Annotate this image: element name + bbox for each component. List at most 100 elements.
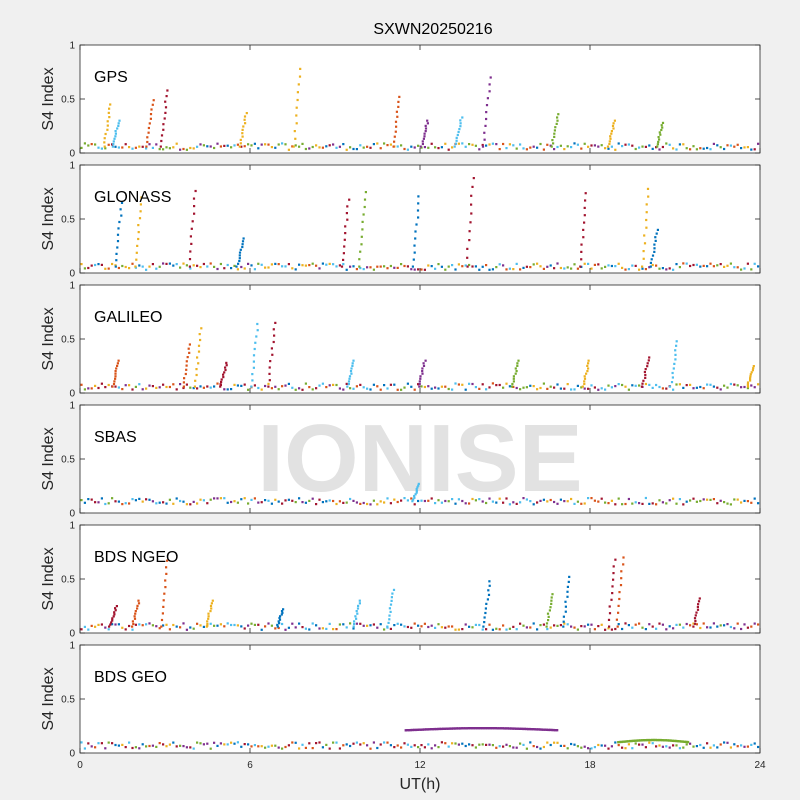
data-point <box>515 262 518 265</box>
data-point <box>427 385 430 388</box>
arc-point <box>620 740 623 744</box>
data-point <box>702 147 705 150</box>
peak-point <box>488 584 491 587</box>
data-point <box>706 742 709 745</box>
arc-point <box>506 727 509 730</box>
data-point <box>389 383 392 386</box>
data-point <box>257 623 260 626</box>
peak-point <box>422 137 425 140</box>
peak-point <box>643 234 646 237</box>
arc-point <box>508 727 511 730</box>
peak-point <box>643 242 647 245</box>
data-point <box>655 383 658 387</box>
data-point <box>471 382 474 386</box>
peak-point <box>296 91 299 94</box>
arc-point <box>419 728 423 731</box>
data-point <box>709 383 712 386</box>
peak-point <box>646 362 649 365</box>
data-point <box>468 382 471 385</box>
data-point <box>284 265 287 268</box>
data-point <box>206 385 209 388</box>
peak-point <box>418 380 421 383</box>
data-point <box>600 267 603 270</box>
data-point <box>189 267 192 270</box>
arc-point <box>479 727 482 730</box>
data-point <box>430 624 433 627</box>
data-point <box>294 501 297 504</box>
data-point <box>247 743 250 746</box>
arc-point <box>532 728 535 731</box>
peak-point <box>238 251 242 254</box>
peak-point <box>515 370 518 373</box>
data-point <box>712 142 715 145</box>
data-point <box>90 387 93 390</box>
peak-point <box>484 611 487 615</box>
peak-point <box>196 356 199 359</box>
data-point <box>274 146 277 149</box>
peak-point <box>356 612 359 615</box>
peak-point <box>612 578 615 581</box>
peak-point <box>660 124 663 127</box>
data-point <box>549 264 552 267</box>
data-point <box>189 746 192 749</box>
data-point <box>90 624 93 627</box>
data-point <box>100 382 103 385</box>
scatter-points <box>80 556 760 631</box>
peak-point <box>147 126 150 130</box>
data-point <box>529 146 532 149</box>
data-point <box>247 502 250 505</box>
data-point <box>614 385 617 388</box>
peak-point <box>182 385 185 388</box>
data-point <box>328 747 331 750</box>
peak-point <box>423 132 426 135</box>
peak-point <box>353 620 356 623</box>
peak-point <box>675 344 678 347</box>
data-point <box>706 626 709 629</box>
peak-point <box>485 602 488 605</box>
data-point <box>699 147 702 150</box>
data-point <box>128 741 131 744</box>
y-axis-label: S4 Index <box>40 547 57 610</box>
data-point <box>644 628 647 631</box>
data-point <box>372 383 375 386</box>
data-point <box>226 263 229 267</box>
data-point <box>107 741 110 744</box>
data-point <box>434 502 437 505</box>
data-point <box>716 502 719 505</box>
arc-point <box>435 727 438 731</box>
data-point <box>471 497 474 501</box>
scatter-points <box>80 67 760 151</box>
data-point <box>464 623 467 626</box>
arc-point <box>460 727 464 730</box>
data-point <box>352 742 355 745</box>
data-point <box>529 384 532 387</box>
data-point <box>372 499 375 502</box>
data-point <box>366 624 369 627</box>
data-point <box>529 626 532 629</box>
data-point <box>83 142 86 145</box>
data-point <box>454 742 457 745</box>
data-point <box>386 144 389 147</box>
peak-point <box>413 494 416 498</box>
data-point <box>250 622 253 625</box>
data-point <box>315 264 318 267</box>
data-point <box>148 384 151 387</box>
peak-point <box>183 377 186 380</box>
peak-point <box>131 620 134 623</box>
peak-point <box>252 360 255 363</box>
data-point <box>587 145 590 148</box>
data-point <box>94 384 97 387</box>
data-point <box>512 746 515 749</box>
data-point <box>328 144 331 147</box>
data-point <box>202 262 205 266</box>
data-point <box>158 742 161 745</box>
arc-point <box>623 740 627 743</box>
data-point <box>692 387 695 390</box>
data-point <box>400 623 403 626</box>
data-point <box>369 747 372 750</box>
arc-point <box>516 727 520 730</box>
data-point <box>512 268 515 271</box>
data-point <box>141 500 144 503</box>
peak-point <box>162 128 165 131</box>
data-point <box>457 142 460 145</box>
